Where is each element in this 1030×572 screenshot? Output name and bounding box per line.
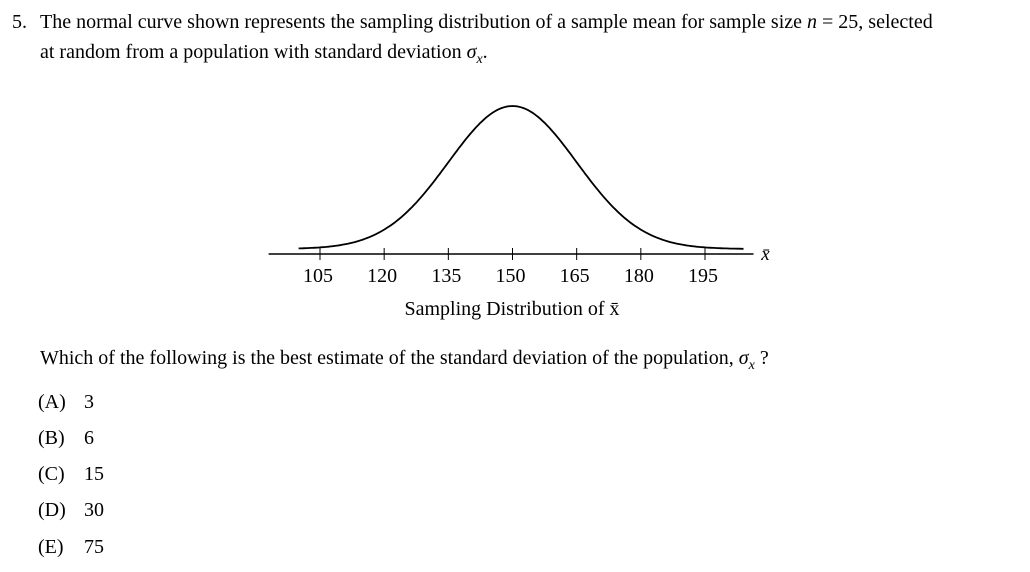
x-axis-title: Sampling Distribution of x̄ [405,298,620,320]
sigma-symbol: σ [466,41,477,63]
sampling-distribution-chart: 105 120 135 150 165 180 195 x̄ Sampling Distribu… [268,105,770,320]
choice-value: 3 [84,391,94,413]
question-prompt: Which of the following is the best estim… [40,346,769,373]
x-tick-label-120: 120 [367,265,397,287]
choice-value: 6 [84,427,94,449]
prompt-sigma-symbol: σ [738,347,749,369]
x-tick-label-180: 180 [624,265,654,287]
x-tick-label-195: 195 [688,265,718,287]
prompt-end: ? [759,347,769,369]
x-axis-end-label: x̄ [760,244,770,265]
choice-value: 15 [84,463,104,485]
question-number: 5. [12,11,27,33]
stem-text-1-end: = 25, selected [822,11,933,33]
choice-c[interactable]: (C) 15 [38,462,104,486]
choice-letter: (C) [38,463,65,485]
choice-d[interactable]: (D) 30 [38,498,104,522]
choice-letter: (A) [38,391,66,413]
choice-a[interactable]: (A) 3 [38,390,94,414]
choice-letter: (E) [38,536,64,558]
choice-value: 75 [84,536,104,558]
x-tick-label-135: 135 [431,265,461,287]
question-stem-line-1: The normal curve shown represents the sa… [40,10,933,34]
choice-value: 30 [84,499,104,521]
prompt-text: Which of the following is the best estim… [40,347,734,369]
x-tick-label-105: 105 [303,265,333,287]
choice-letter: (B) [38,427,65,449]
question-stem-line-2: at random from a population with standar… [40,40,488,67]
x-tick-label-150: 150 [496,265,526,287]
choice-b[interactable]: (B) 6 [38,426,94,450]
x-tick-label-165: 165 [560,265,590,287]
stem-period: . [482,41,488,63]
n-symbol: n [807,11,818,33]
normal-curve [298,105,744,250]
stem-text-2: at random from a population with standar… [40,41,462,63]
stem-text-1: The normal curve shown represents the sa… [40,11,803,33]
choice-e[interactable]: (E) 75 [38,535,104,559]
choice-letter: (D) [38,499,66,521]
sigma-subscript: x [476,52,483,67]
prompt-sigma-subscript: x [748,358,755,373]
